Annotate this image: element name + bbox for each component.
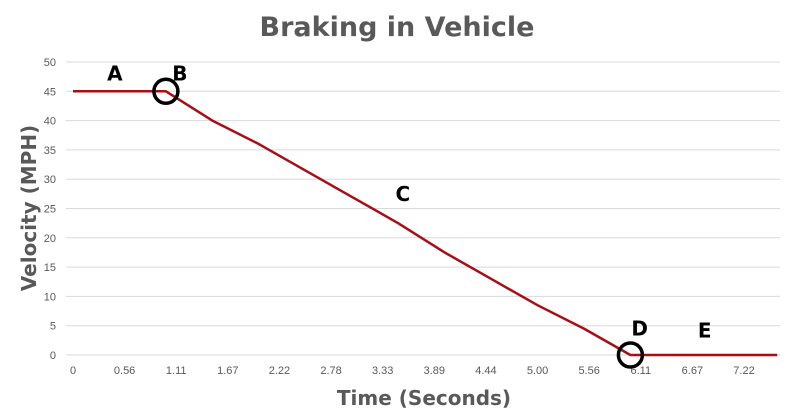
x-axis-label: Time (Seconds) [337, 386, 511, 410]
point-marker-circle [152, 77, 180, 106]
x-tick-label: 5.00 [527, 365, 548, 377]
y-tick-label: 10 [44, 291, 56, 303]
x-tick-label: 4.44 [475, 365, 496, 377]
x-tick-label: 1.67 [217, 365, 238, 377]
annotation-label: B [172, 62, 187, 86]
annotation-label: C [395, 182, 410, 206]
y-tick-label: 0 [50, 350, 56, 362]
y-tick-label: 30 [44, 174, 56, 186]
y-tick-label: 35 [44, 145, 56, 157]
y-tick-label: 15 [44, 262, 56, 274]
x-tick-label: 1.11 [166, 365, 187, 377]
x-tick-label: 7.22 [733, 365, 754, 377]
point-marker-circle [616, 341, 645, 369]
y-tick-label: 40 [44, 116, 56, 128]
velocity-line [73, 90, 778, 357]
x-tick-label: 0.56 [114, 365, 135, 377]
y-tick-label: 50 [44, 57, 56, 69]
x-tick-label: 6.11 [630, 365, 651, 377]
x-tick-label: 2.22 [269, 365, 290, 377]
annotation-label: A [107, 62, 123, 86]
x-tick-label: 0 [70, 365, 76, 377]
annotation-label: E [698, 318, 712, 342]
x-tick-label: 5.56 [578, 365, 599, 377]
x-tick-label: 3.89 [424, 365, 445, 377]
y-tick-label: 25 [44, 204, 56, 216]
y-tick-label: 20 [44, 233, 56, 245]
x-tick-label: 6.67 [682, 365, 703, 377]
annotation-label: D [631, 317, 648, 341]
chart-title: Braking in Vehicle [260, 12, 535, 43]
y-tick-label: 45 [44, 86, 56, 98]
y-axis-label: Velocity (MPH) [17, 125, 41, 291]
y-tick-label: 5 [50, 321, 56, 333]
x-tick-label: 2.78 [320, 365, 341, 377]
x-tick-label: 3.33 [372, 365, 393, 377]
